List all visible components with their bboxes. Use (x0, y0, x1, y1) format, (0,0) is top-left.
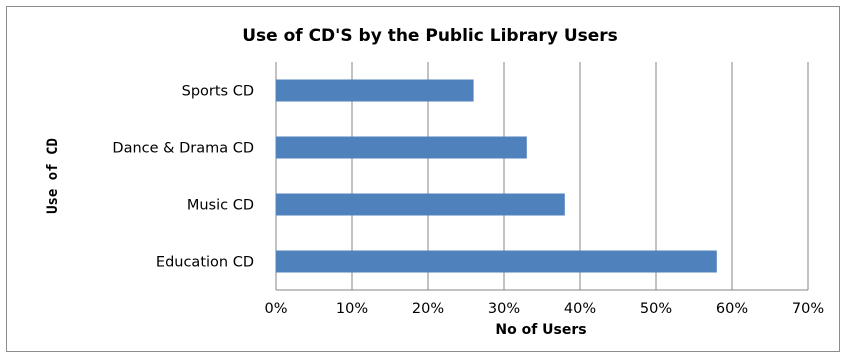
bar-dance-drama-cd (276, 136, 527, 159)
bar-sports-cd (276, 79, 474, 102)
x-tick-label: 70% (792, 301, 824, 317)
x-tick-label: 30% (488, 301, 520, 317)
y-axis-title: Use of CD (45, 138, 61, 214)
category-label: Music CD (187, 198, 254, 214)
bar-education-cd (276, 250, 717, 273)
x-axis-title: No of Users (495, 322, 586, 338)
category-labels: Sports CD Dance & Drama CD Music CD Educati… (112, 84, 254, 271)
x-tick-label: 50% (640, 301, 672, 317)
x-tick-label: 20% (412, 301, 444, 317)
bar-music-cd (276, 193, 565, 216)
category-label: Dance & Drama CD (112, 141, 254, 157)
x-tick-label: 10% (336, 301, 368, 317)
category-label: Education CD (156, 255, 254, 271)
chart-title: Use of CD'S by the Public Library Users (242, 26, 618, 46)
category-label: Sports CD (182, 84, 254, 100)
bars (276, 79, 717, 273)
x-tick-label: 0% (264, 301, 287, 317)
chart-frame (6, 6, 840, 352)
x-tick-label: 60% (716, 301, 748, 317)
x-tick-labels: 0% 10% 20% 30% 40% 50% 60% 70% (264, 301, 824, 317)
x-tick-label: 40% (564, 301, 596, 317)
